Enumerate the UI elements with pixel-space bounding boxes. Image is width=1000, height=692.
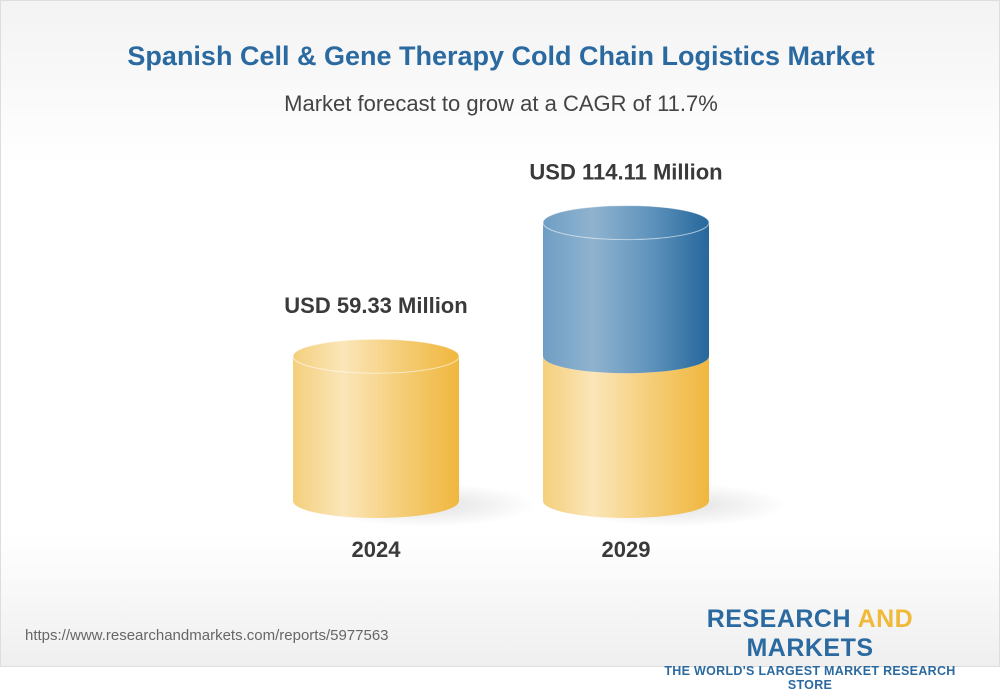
cylinder-chart: USD 59.33 Million 2024 USD 114.11 Million 2… xyxy=(284,160,786,562)
chart-title: Spanish Cell & Gene Therapy Cold Chain L… xyxy=(127,41,875,71)
cylinder-2024 xyxy=(293,356,459,518)
data-label: USD 59.33 Million xyxy=(284,293,467,318)
category-label: 2024 xyxy=(352,537,402,562)
chart-subtitle: Market forecast to grow at a CAGR of 11.… xyxy=(284,91,718,116)
cylinder-growth-2029 xyxy=(543,222,709,374)
research-and-markets-logo: RESEARCH AND MARKETS THE WORLD'S LARGEST… xyxy=(641,605,979,692)
cylinder-growth-2029-top xyxy=(542,205,710,241)
logo-tagline: THE WORLD'S LARGEST MARKET RESEARCH STOR… xyxy=(664,664,956,692)
cylinder-2024-top xyxy=(292,338,460,374)
category-label: 2029 xyxy=(602,537,651,562)
cylinder-base-2029 xyxy=(543,356,709,518)
report-url[interactable]: https://www.researchandmarkets.com/repor… xyxy=(25,627,389,644)
data-label: USD 114.11 Million xyxy=(529,160,722,185)
